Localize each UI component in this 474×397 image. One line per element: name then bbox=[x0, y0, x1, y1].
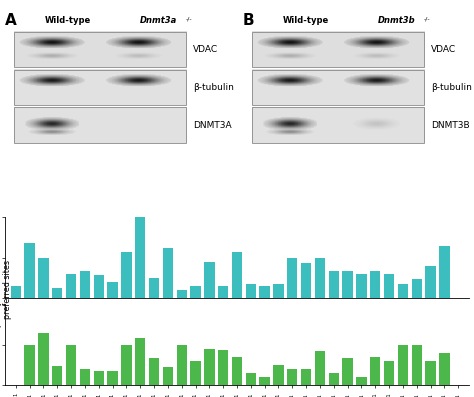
Text: Dnmt3a: Dnmt3a bbox=[140, 16, 177, 25]
Bar bbox=[176, 345, 187, 385]
Bar bbox=[38, 333, 49, 385]
Bar bbox=[52, 366, 63, 385]
Bar bbox=[370, 357, 381, 385]
Bar bbox=[149, 278, 159, 298]
Bar bbox=[80, 272, 90, 298]
Text: Dnmt3b: Dnmt3b bbox=[378, 16, 416, 25]
Bar bbox=[93, 276, 104, 298]
Bar bbox=[425, 361, 436, 385]
Bar bbox=[287, 369, 298, 385]
Bar bbox=[93, 371, 104, 385]
Bar bbox=[80, 369, 90, 385]
Bar bbox=[384, 361, 394, 385]
Bar bbox=[315, 258, 325, 298]
Text: A: A bbox=[5, 13, 17, 28]
Bar bbox=[121, 252, 132, 298]
Bar bbox=[149, 358, 159, 385]
Bar bbox=[10, 286, 21, 298]
Text: B: B bbox=[243, 13, 254, 28]
Bar bbox=[108, 371, 118, 385]
Bar bbox=[135, 217, 146, 298]
Bar bbox=[25, 345, 35, 385]
Bar bbox=[121, 345, 132, 385]
Text: VDAC: VDAC bbox=[431, 45, 456, 54]
Bar bbox=[315, 351, 325, 385]
Text: β-tubulin: β-tubulin bbox=[193, 83, 234, 92]
Text: Frequency of DNMT3A/3B-
preferred sites: Frequency of DNMT3A/3B- preferred sites bbox=[0, 237, 12, 342]
Bar bbox=[342, 272, 353, 298]
Bar bbox=[439, 353, 449, 385]
Bar bbox=[38, 258, 49, 298]
Text: -/-: -/- bbox=[424, 16, 430, 21]
Text: β-tubulin: β-tubulin bbox=[431, 83, 472, 92]
Bar bbox=[398, 345, 408, 385]
Bar bbox=[328, 373, 339, 385]
Bar bbox=[52, 288, 63, 298]
Bar bbox=[232, 252, 242, 298]
Bar bbox=[259, 286, 270, 298]
Bar bbox=[411, 345, 422, 385]
Bar bbox=[204, 262, 215, 298]
Bar bbox=[218, 286, 228, 298]
Bar bbox=[301, 369, 311, 385]
Bar bbox=[163, 367, 173, 385]
Bar bbox=[411, 279, 422, 298]
Bar bbox=[25, 243, 35, 298]
Text: Wild-type: Wild-type bbox=[283, 16, 329, 25]
Bar bbox=[370, 272, 381, 298]
Bar bbox=[176, 290, 187, 298]
Bar bbox=[425, 266, 436, 298]
Bar bbox=[66, 274, 76, 298]
Text: DNMT3B: DNMT3B bbox=[431, 121, 469, 130]
Bar bbox=[259, 377, 270, 385]
Bar bbox=[191, 286, 201, 298]
Bar bbox=[135, 338, 146, 385]
Bar bbox=[246, 284, 256, 298]
Bar bbox=[356, 274, 366, 298]
Text: Wild-type: Wild-type bbox=[45, 16, 91, 25]
Bar bbox=[66, 345, 76, 385]
Bar bbox=[232, 357, 242, 385]
Bar bbox=[273, 365, 283, 385]
Bar bbox=[356, 377, 366, 385]
Bar bbox=[287, 258, 298, 298]
Bar bbox=[342, 358, 353, 385]
Bar bbox=[191, 361, 201, 385]
Bar bbox=[301, 262, 311, 298]
Bar bbox=[439, 246, 449, 298]
Bar bbox=[273, 284, 283, 298]
Text: DNMT3A: DNMT3A bbox=[193, 121, 231, 130]
Bar bbox=[246, 373, 256, 385]
Bar bbox=[163, 248, 173, 298]
Bar bbox=[108, 282, 118, 298]
Bar bbox=[218, 351, 228, 385]
Bar bbox=[398, 284, 408, 298]
Bar bbox=[204, 349, 215, 385]
Bar bbox=[328, 272, 339, 298]
Text: VDAC: VDAC bbox=[193, 45, 218, 54]
Bar bbox=[384, 274, 394, 298]
Text: -/-: -/- bbox=[186, 16, 192, 21]
